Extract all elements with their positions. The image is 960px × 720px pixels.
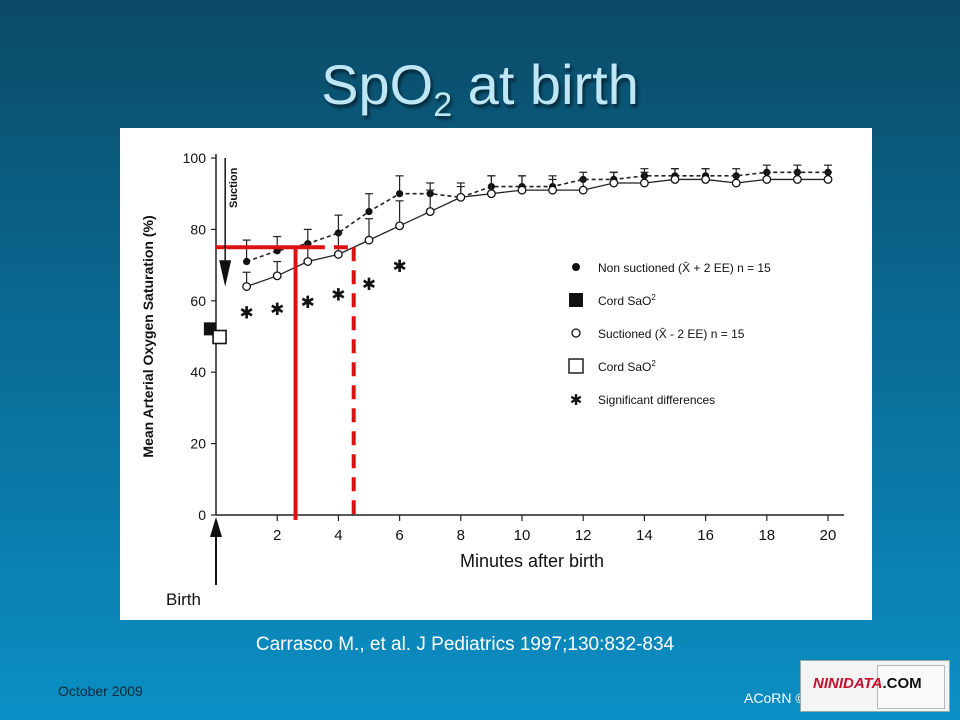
data-point [486, 189, 496, 199]
y-axis-label: Mean Arterial Oxygen Saturation (%) [140, 215, 156, 457]
legend-label: Non suctioned (X̄ + 2 EE) n = 15 [598, 261, 771, 275]
data-point [670, 174, 680, 184]
legend-marker [568, 358, 584, 374]
suction-arrowhead-icon [219, 260, 232, 287]
legend-marker [569, 293, 583, 307]
series-line-1 [246, 178, 828, 288]
series-line-0 [246, 171, 828, 263]
chart-figure: 0 20 40 60 80 100 2 4 6 8 10 12 14 16 18 20 Minutes afte… [120, 128, 872, 620]
data-point [395, 221, 405, 231]
x-tick-label: 6 [395, 527, 403, 544]
x-tick-label: 18 [758, 527, 775, 544]
significance-asterisk: ✱ [301, 293, 315, 312]
birth-arrowhead-icon [210, 517, 222, 537]
significance-asterisk: ✱ [239, 304, 253, 323]
data-point [243, 257, 251, 266]
data-point [396, 190, 404, 198]
watermark-logo: NINIDATA.COM [800, 660, 950, 712]
data-point [425, 207, 435, 216]
x-tick-label: 2 [273, 527, 281, 544]
y-tick-label: 100 [183, 150, 207, 166]
significance-asterisk: ✱ [392, 257, 406, 276]
suction-label: Suction [228, 167, 240, 208]
title-subscript: 2 [433, 86, 453, 124]
data-point [517, 185, 527, 195]
birth-label: Birth [166, 590, 201, 609]
citation: Carrasco M., et al. J Pediatrics 1997;13… [255, 634, 675, 655]
cord-marker [212, 329, 227, 345]
title-main: SpO [321, 53, 434, 116]
data-point [578, 185, 588, 195]
x-tick-label: 4 [334, 527, 342, 544]
data-point [762, 174, 772, 184]
x-tick-label: 14 [636, 527, 653, 544]
legend-marker [572, 263, 580, 271]
acorn-badge-icon [877, 665, 945, 709]
data-point [823, 174, 833, 184]
legend-marker: ✱ [570, 392, 583, 409]
data-point [272, 271, 282, 281]
spo2-chart: 0 20 40 60 80 100 2 4 6 8 10 12 14 16 18 20 Minutes afte… [140, 150, 844, 609]
data-point [242, 282, 252, 291]
data-point [701, 174, 711, 184]
slide-title: SpO2 at birth [0, 52, 960, 125]
footer-date: October 2009 [58, 683, 143, 699]
data-point [303, 257, 313, 266]
data-point [639, 178, 649, 188]
significance-asterisk: ✱ [270, 300, 284, 319]
x-tick-label: 20 [820, 527, 837, 544]
title-rest: at birth [452, 53, 639, 116]
legend-label: Suctioned (X̄ - 2 EE) n = 15 [598, 327, 745, 341]
legend-label: Significant differences [598, 393, 715, 407]
significance-asterisk: ✱ [331, 286, 345, 305]
y-tick-label: 80 [190, 221, 206, 237]
data-point [548, 185, 558, 195]
legend-label: Cord SaO2 [598, 293, 656, 308]
x-axis-label: Minutes after birth [460, 551, 604, 571]
data-point [333, 249, 343, 259]
data-point [731, 178, 741, 188]
y-tick-label: 0 [198, 507, 206, 523]
y-tick-label: 20 [190, 436, 206, 452]
x-tick-label: 12 [575, 527, 592, 544]
legend-label: Cord SaO2 [598, 359, 656, 374]
data-point [792, 174, 802, 184]
y-tick-label: 60 [190, 293, 206, 309]
y-tick-label: 40 [190, 364, 206, 380]
x-tick-label: 8 [457, 527, 465, 544]
x-tick-label: 16 [697, 527, 714, 544]
data-point [456, 192, 466, 202]
x-tick-label: 10 [514, 527, 531, 544]
data-point [364, 235, 374, 245]
data-point [365, 207, 373, 216]
legend-marker [571, 328, 581, 338]
data-point [609, 178, 619, 188]
watermark-text: NINIDATA.COM [813, 675, 922, 692]
significance-asterisk: ✱ [362, 275, 376, 294]
